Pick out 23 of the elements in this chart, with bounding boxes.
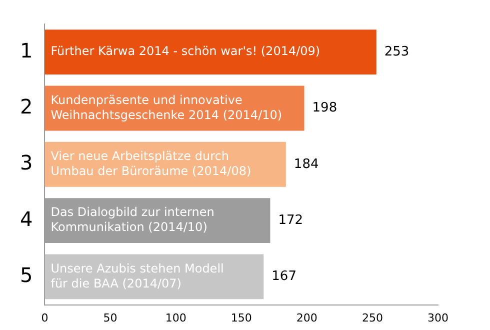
x-tick-label: 250 xyxy=(362,311,383,324)
bar xyxy=(44,30,376,75)
x-tick-label: 0 xyxy=(41,311,48,324)
annotation: Das Dialogbild zur internen Kommunikation (2014/10) xyxy=(50,205,214,234)
data-label: 198 xyxy=(312,100,338,116)
annotation: Kundenpräsente und innovative Weihnachtsgeschenke 2014 (2014/10) xyxy=(50,92,282,122)
annotation: Fürther Kärwa 2014 - schön war's! (2014/09) xyxy=(50,44,320,58)
annotation: Unsere Azubis stehen Modell für die BAA (2014/07) xyxy=(50,261,224,290)
y-tick-label: 2 xyxy=(20,94,33,118)
x-tick-label: 50 xyxy=(103,311,118,324)
annotation: Vier neue Arbeitsplätze durch Umbau der Büroräume (2014/08) xyxy=(50,149,252,178)
x-tick-label: 300 xyxy=(428,311,448,324)
y-tick-label: 4 xyxy=(20,206,33,231)
x-tick-label: 200 xyxy=(296,311,318,324)
x-tick-label: 100 xyxy=(165,311,186,324)
data-label: 253 xyxy=(384,44,410,60)
y-tick-label: 3 xyxy=(20,150,33,175)
data-label: 172 xyxy=(278,212,304,228)
data-label: 184 xyxy=(294,156,319,172)
y-tick-label: 5 xyxy=(20,262,33,287)
x-tick-label: 150 xyxy=(230,311,252,324)
y-tick-label: 1 xyxy=(20,38,33,62)
data-label: 167 xyxy=(272,269,296,284)
